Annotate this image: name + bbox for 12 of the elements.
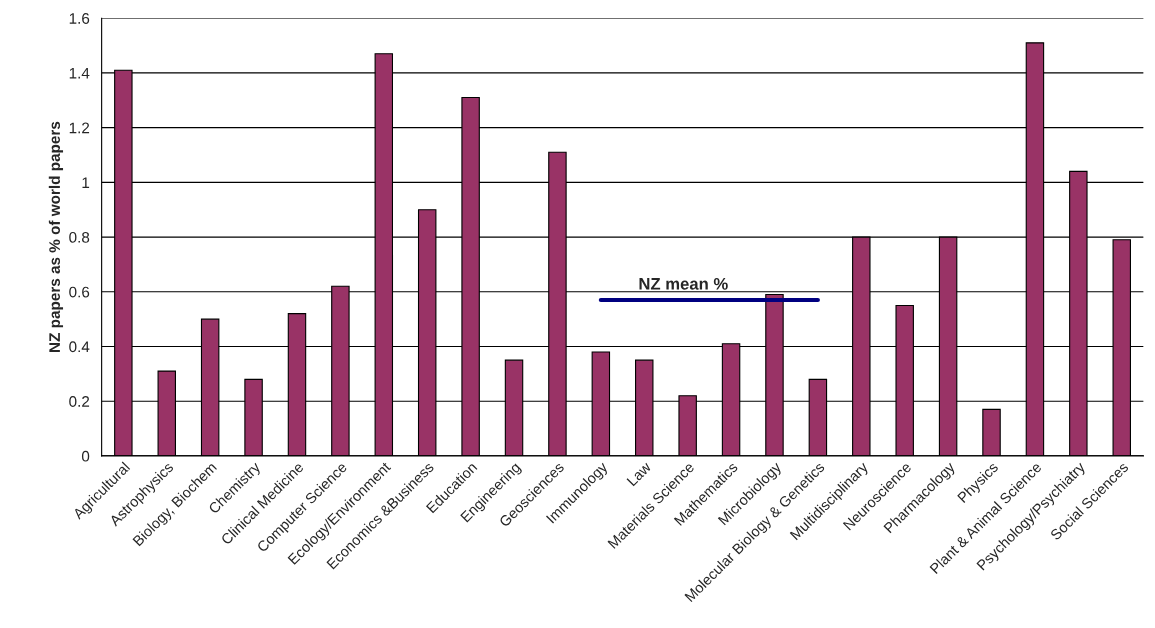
y-tick-label: 0 [81,450,90,462]
y-tick-label: 1.4 [69,67,90,79]
y-tick-label: 0.6 [69,286,90,298]
y-tick-label: 0.4 [69,341,90,353]
y-tick-label: 1.6 [69,13,90,24]
series-label: NZ mean % [639,277,728,290]
y-tick-label: 0.8 [69,231,90,243]
y-tick-label: 0.2 [69,396,90,407]
y-tick-label: 1.2 [69,122,90,134]
x-tick-label: Law [626,461,652,487]
y-tick-label: 1 [82,177,90,188]
y-axis-title: NZ papers as % of world papers [48,121,64,352]
